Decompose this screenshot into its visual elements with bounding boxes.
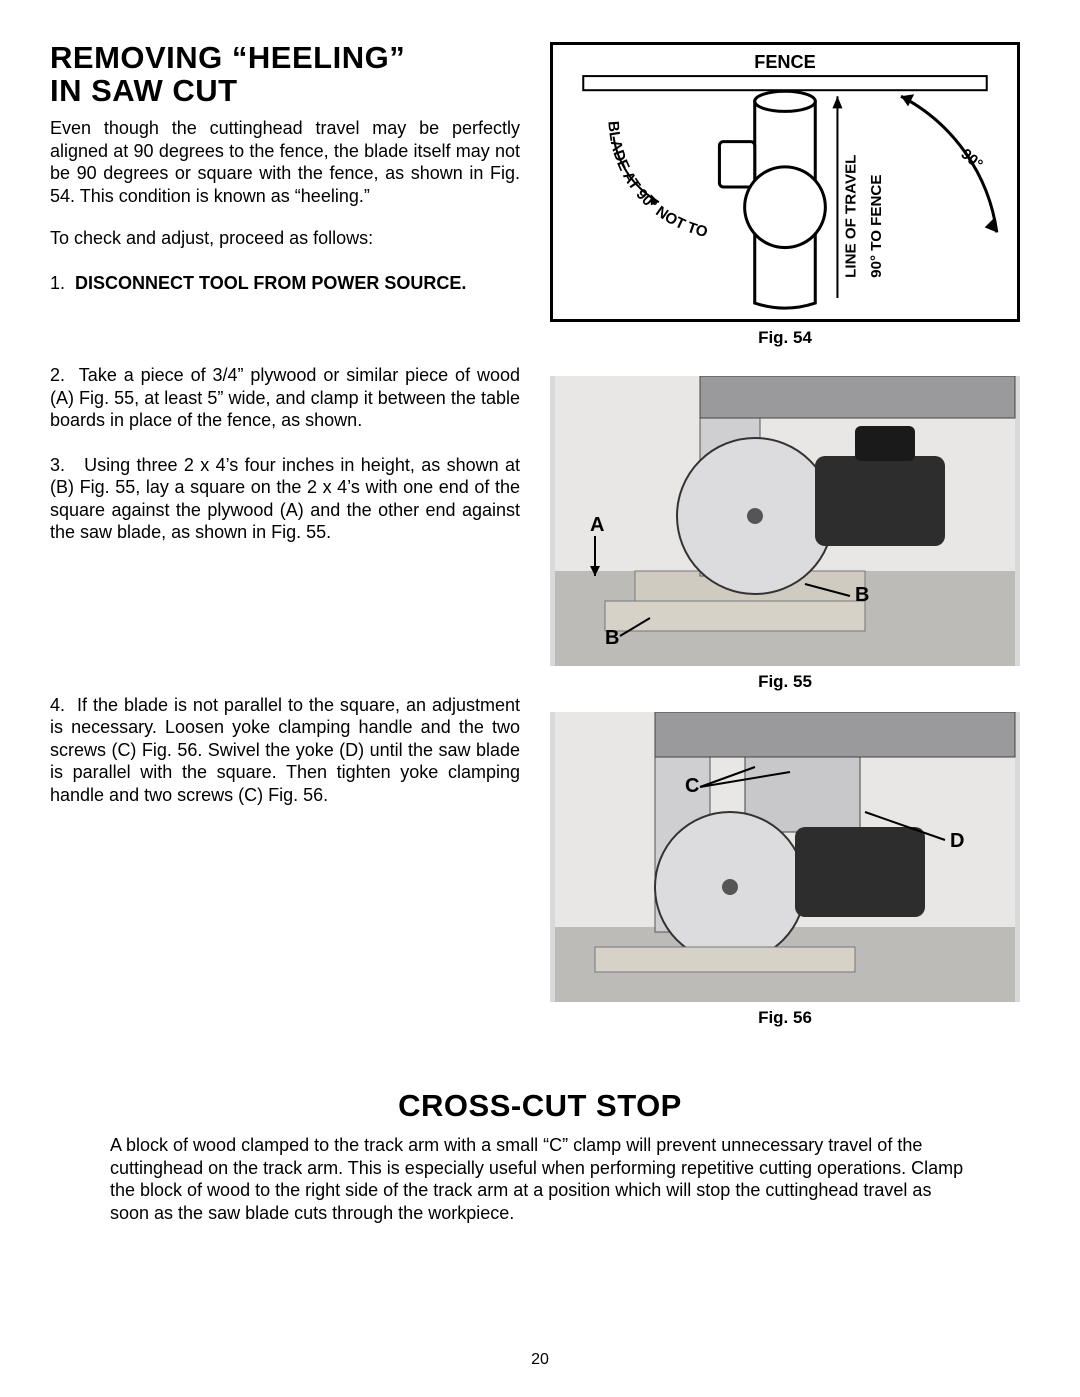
ninety-arc — [901, 96, 997, 232]
fence-label: FENCE — [754, 52, 815, 72]
upper-two-column: REMOVING “HEELING” IN SAW CUT Even thoug… — [50, 42, 1030, 1028]
blade-label-group: BLADE AT 90° NOT TO FENCE — [553, 45, 713, 242]
step1-prefix: 1. — [50, 273, 75, 293]
fig55-block1 — [605, 601, 865, 631]
title-line1: REMOVING “HEELING” — [50, 40, 405, 75]
fig55-box: A B B — [550, 376, 1020, 666]
section1-step1: 1. DISCONNECT TOOL FROM POWER SOURCE. — [50, 272, 520, 295]
section2-p1: A block of wood clamped to the track arm… — [110, 1134, 970, 1224]
section1-p2: To check and adjust, proceed as follows: — [50, 227, 520, 250]
fig56-label-c: C — [685, 775, 699, 797]
yoke-top — [755, 91, 816, 111]
fig55-motor — [815, 456, 945, 546]
fig56-block — [595, 947, 855, 972]
fig55-svg: A B B — [550, 376, 1020, 666]
fig56-label-d: D — [950, 830, 964, 852]
fig56-box: C D — [550, 712, 1020, 1002]
fig55-arbor — [747, 508, 763, 524]
ninety-arc-arrow2 — [985, 217, 997, 232]
line-of-travel-label: LINE OF TRAVEL — [843, 155, 860, 278]
fig54-caption: Fig. 54 — [550, 328, 1020, 348]
fig55-label-b1: B — [855, 584, 869, 606]
left-column: REMOVING “HEELING” IN SAW CUT Even thoug… — [50, 42, 520, 1028]
blade-circle — [745, 167, 826, 248]
fig56-motor — [795, 827, 925, 917]
section1-p1: Even though the cuttinghead travel may b… — [50, 117, 520, 207]
title-line2: IN SAW CUT — [50, 73, 238, 108]
page-number: 20 — [0, 1351, 1080, 1369]
fig55-handle — [855, 426, 915, 461]
fig55-label-b2: B — [605, 627, 619, 649]
ninety-arc-arrow1 — [901, 94, 914, 106]
fig56-arbor — [722, 879, 738, 895]
section1-step3: 3. Using three 2 x 4’s four inches in he… — [50, 454, 520, 544]
section2: CROSS-CUT STOP A block of wood clamped t… — [50, 1088, 1030, 1224]
travel-arrow-up — [832, 96, 842, 108]
fig55-caption: Fig. 55 — [550, 672, 1020, 692]
ninety-to-fence-label: 90° TO FENCE — [868, 175, 885, 278]
section2-title: CROSS-CUT STOP — [110, 1088, 970, 1124]
fig56-svg: C D — [550, 712, 1020, 1002]
section1-step2: 2. Take a piece of 3/4” plywood or simil… — [50, 364, 520, 432]
fence-bar — [583, 76, 986, 90]
right-column: FENCE BLADE AT 90° NOT TO FENCE — [550, 42, 1020, 1028]
fig56-arm — [655, 712, 1015, 757]
step1-text: DISCONNECT TOOL FROM POWER SOURCE. — [75, 273, 466, 293]
fig55-arm — [700, 376, 1015, 418]
fig56-caption: Fig. 56 — [550, 1008, 1020, 1028]
yoke-knob — [719, 142, 754, 187]
fig55-label-a: A — [590, 514, 604, 536]
fig54-svg: FENCE BLADE AT 90° NOT TO FENCE — [553, 45, 1017, 319]
blade-label: BLADE AT 90° NOT TO FENCE — [553, 45, 713, 242]
section1-step4: 4. If the blade is not parallel to the s… — [50, 694, 520, 807]
section1-title: REMOVING “HEELING” IN SAW CUT — [50, 42, 520, 107]
fig54-box: FENCE BLADE AT 90° NOT TO FENCE — [550, 42, 1020, 322]
